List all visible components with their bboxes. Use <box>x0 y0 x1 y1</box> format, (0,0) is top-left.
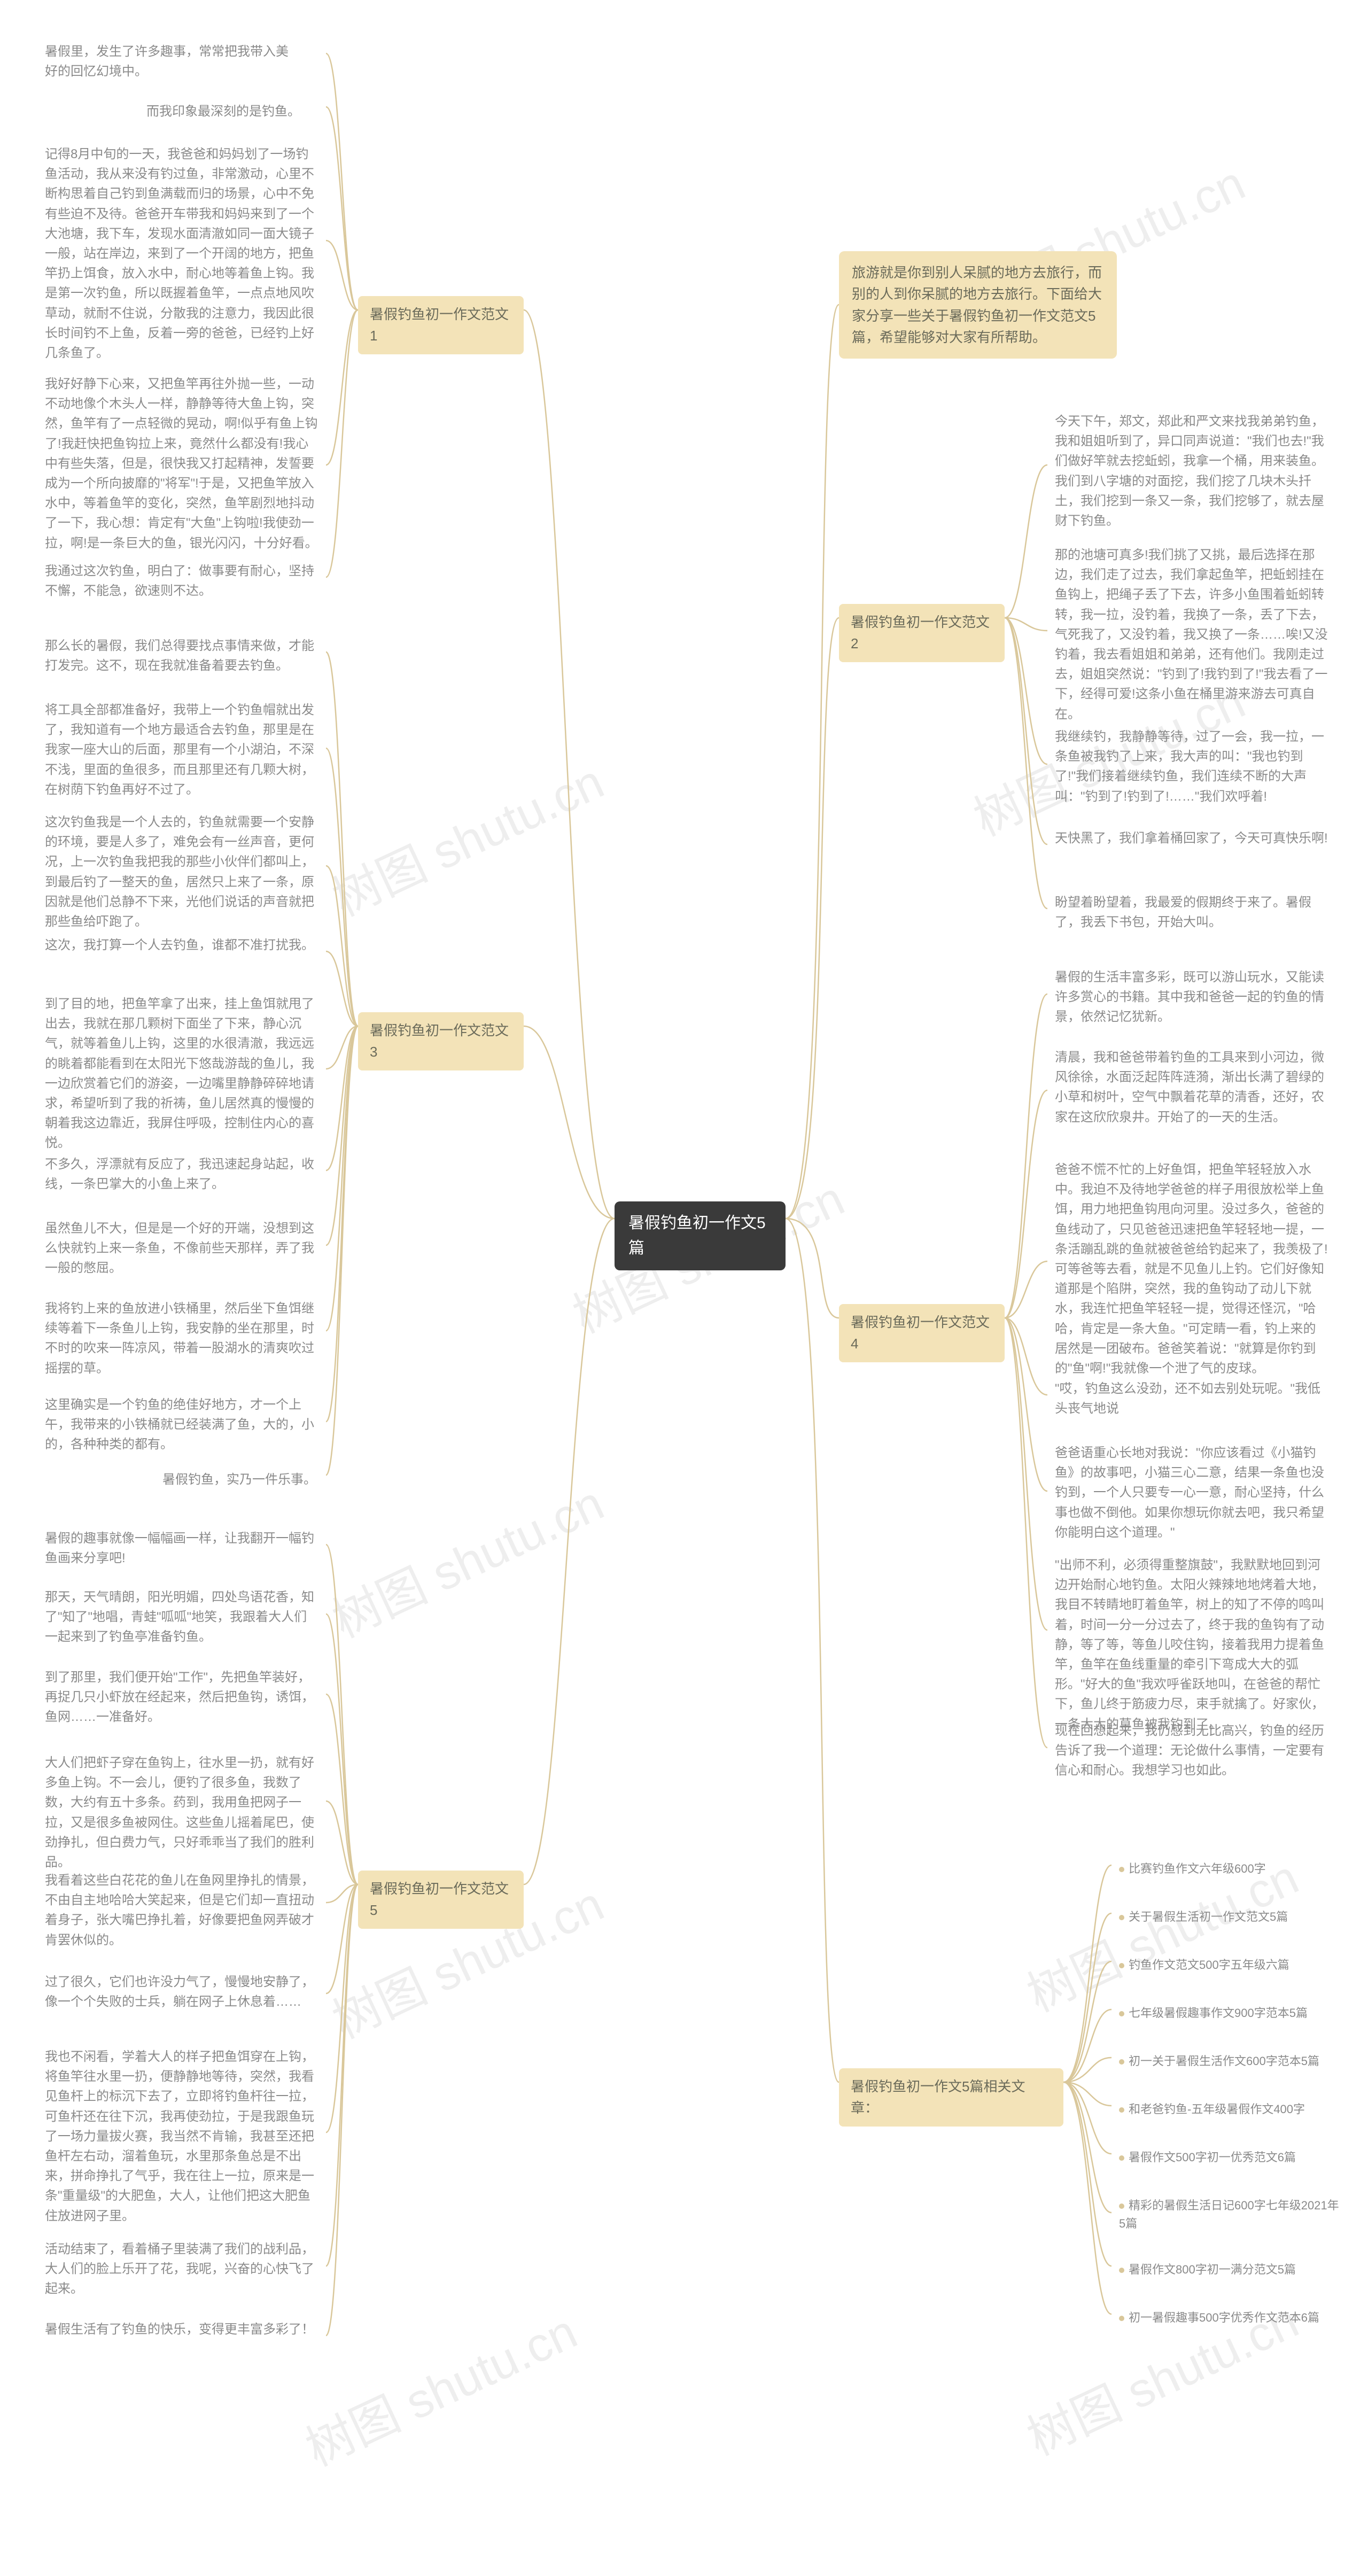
leaf-text: 盼望着盼望着，我最爱的假期终于来了。暑假了，我丢下书包，开始大叫。 <box>1047 887 1336 937</box>
related-link-label: 和老爸钓鱼-五年级暑假作文400字 <box>1129 2102 1305 2116</box>
branch-essay-2[interactable]: 暑假钓鱼初一作文范文2 <box>839 604 1005 662</box>
related-link-label: 精彩的暑假生活日记600字七年级2021年5篇 <box>1119 2199 1339 2230</box>
bullet-icon <box>1119 2268 1124 2273</box>
leaf-text: 大人们把虾子穿在鱼钩上，往水里一扔，就有好多鱼上钩。不一会儿，便钓了很多鱼，我数… <box>37 1748 326 1877</box>
bullet-icon <box>1119 2059 1124 2065</box>
related-link-label: 初一关于暑假生活作文600字范本5篇 <box>1129 2054 1319 2068</box>
bullet-icon <box>1119 2316 1124 2321</box>
leaf-text: 今天下午，郑文，郑此和严文来找我弟弟钓鱼，我和姐姐听到了，异口同声说道："我们也… <box>1047 406 1336 536</box>
leaf-text: 这里确实是一个钓鱼的绝佳好地方，才一个上午，我带来的小铁桶就已经装满了鱼，大的，… <box>37 1390 326 1460</box>
leaf-text: 爸爸语重心长地对我说："你应该看过《小猫钓鱼》的故事吧，小猫三心二意，结果一条鱼… <box>1047 1438 1336 1548</box>
related-link-label: 七年级暑假趣事作文900字范本5篇 <box>1129 2006 1308 2020</box>
related-link[interactable]: 关于暑假生活初一作文范文5篇 <box>1112 1903 1325 1931</box>
branch-essay-3[interactable]: 暑假钓鱼初一作文范文3 <box>358 1012 524 1070</box>
leaf-text: 虽然鱼儿不大，但是是一个好的开端，没想到这么快就钓上来一条鱼，不像前些天那样，弄… <box>37 1213 326 1284</box>
bullet-icon <box>1119 2203 1124 2209</box>
bullet-icon <box>1119 2155 1124 2161</box>
bullet-icon <box>1119 2107 1124 2113</box>
leaf-text: 暑假里，发生了许多趣事，常常把我带入美好的回忆幻境中。 <box>37 36 305 87</box>
branch-essay-1[interactable]: 暑假钓鱼初一作文范文1 <box>358 296 524 354</box>
related-link[interactable]: 钓鱼作文范文500字五年级六篇 <box>1112 1951 1325 1980</box>
bullet-icon <box>1119 1963 1124 1968</box>
related-link-label: 钓鱼作文范文500字五年级六篇 <box>1129 1958 1289 1972</box>
watermark: 树图 shutu.cn <box>320 1465 613 1651</box>
related-link-label: 比赛钓鱼作文六年级600字 <box>1129 1862 1266 1875</box>
bullet-icon <box>1119 2011 1124 2016</box>
bullet-icon <box>1119 1867 1124 1872</box>
intro-node: 旅游就是你到别人呆腻的地方去旅行，而别的人到你呆腻的地方去旅行。下面给大家分享一… <box>839 251 1117 359</box>
related-link[interactable]: 初一暑假趣事500字优秀作文范本6篇 <box>1112 2303 1347 2332</box>
watermark: 树图 shutu.cn <box>320 743 613 929</box>
related-link[interactable]: 暑假作文500字初一优秀范文6篇 <box>1112 2143 1325 2172</box>
branch-essay-5[interactable]: 暑假钓鱼初一作文范文5 <box>358 1871 524 1929</box>
leaf-text: "出师不利，必须得重整旗鼓"，我默默地回到河边开始耐心地钓鱼。太阳火辣辣地地烤着… <box>1047 1550 1336 1740</box>
leaf-text: 我也不闲看，学着大人的样子把鱼饵穿在上钩，将鱼竿往水里一扔，便静静地等待，突然，… <box>37 2042 326 2231</box>
related-link-label: 关于暑假生活初一作文范文5篇 <box>1129 1910 1288 1923</box>
leaf-text: 记得8月中旬的一天，我爸爸和妈妈划了一场钓鱼活动，我从来没有钓过鱼，非常激动，心… <box>37 139 326 368</box>
watermark: 树图 shutu.cn <box>293 2293 586 2479</box>
related-link[interactable]: 精彩的暑假生活日记600字七年级2021年5篇 <box>1112 2191 1352 2238</box>
leaf-text: 活动结束了，看着桶子里装满了我们的战利品，大人们的脸上乐开了花，我呢，兴奋的心快… <box>37 2234 326 2305</box>
branch-related-articles[interactable]: 暑假钓鱼初一作文5篇相关文章： <box>839 2068 1063 2127</box>
leaf-text: 将工具全部都准备好，我带上一个钓鱼帽就出发了，我知道有一个地方最适合去钓鱼，那里… <box>37 695 326 805</box>
leaf-text: 暑假生活有了钓鱼的快乐，变得更丰富多彩了！ <box>37 2314 326 2345</box>
leaf-text: 我继续钓，我静静等待，过了一会，我一拉，一条鱼被我钓了上来，我大声的叫："我也钓… <box>1047 721 1336 812</box>
leaf-text: 那天，天气晴朗，阳光明媚，四处鸟语花香，知了"知了"地唱，青蛙"呱呱"地笑，我跟… <box>37 1582 326 1652</box>
leaf-text: 暑假钓鱼，实乃一件乐事。 <box>155 1464 326 1495</box>
root-node[interactable]: 暑假钓鱼初一作文5篇 <box>615 1201 786 1270</box>
leaf-text: "哎，钓鱼这么没劲，还不如去别处玩呢。"我低头丧气地说 <box>1047 1374 1336 1424</box>
bullet-icon <box>1119 1915 1124 1920</box>
branch-essay-4[interactable]: 暑假钓鱼初一作文范文4 <box>839 1304 1005 1362</box>
mindmap-canvas: 树图 shutu.cn 树图 shutu.cn 树图 shutu.cn 树图 s… <box>0 0 1368 2576</box>
leaf-text: 那么长的暑假，我们总得要找点事情来做，才能打发完。这不，现在我就准备着要去钓鱼。 <box>37 631 326 681</box>
related-link-label: 暑假作文800字初一满分范文5篇 <box>1129 2263 1296 2276</box>
related-link-label: 初一暑假趣事500字优秀作文范本6篇 <box>1129 2311 1319 2324</box>
leaf-text: 到了那里，我们便开始"工作"，先把鱼竿装好，再捉几只小虾放在经起来，然后把鱼钩，… <box>37 1662 326 1733</box>
leaf-text: 天快黑了，我们拿着桶回家了，今天可真快乐啊! <box>1047 823 1336 854</box>
related-link-label: 暑假作文500字初一优秀范文6篇 <box>1129 2151 1296 2164</box>
leaf-text: 我通过这次钓鱼，明白了：做事要有耐心，坚持不懈，不能急，欲速则不达。 <box>37 556 326 606</box>
related-link[interactable]: 比赛钓鱼作文六年级600字 <box>1112 1855 1325 1883</box>
leaf-text: 这次，我打算一个人去钓鱼，谁都不准打扰我。 <box>37 930 326 960</box>
leaf-text: 过了很久，它们也许没力气了，慢慢地安静了，像一个个失败的士兵，躺在网子上休息着…… <box>37 1967 326 2017</box>
leaf-text: 到了目的地，把鱼竿拿了出来，挂上鱼饵就甩了出去，我就在那几颗树下面坐了下来，静心… <box>37 989 326 1159</box>
leaf-text: 我好好静下心来，又把鱼竿再往外抛一些，一动不动地像个木头人一样，静静等待大鱼上钩… <box>37 369 326 558</box>
leaf-text: 暑假的生活丰富多彩，既可以游山玩水，又能读许多赏心的书籍。其中我和爸爸一起的钓鱼… <box>1047 962 1336 1033</box>
leaf-text: 那的池塘可真多!我们挑了又挑，最后选择在那边，我们走了过去，我们拿起鱼竿，把蚯蚓… <box>1047 540 1336 730</box>
leaf-text: 而我印象最深刻的是钓鱼。 <box>139 96 310 127</box>
leaf-text: 我将钓上来的鱼放进小铁桶里，然后坐下鱼饵继续等着下一条鱼儿上钩，我安静的坐在那里… <box>37 1293 326 1384</box>
related-link[interactable]: 和老爸钓鱼-五年级暑假作文400字 <box>1112 2095 1336 2124</box>
leaf-text: 我看着这些白花花的鱼儿在鱼网里挣扎的情景，不由自主地哈哈大笑起来，但是它们却一直… <box>37 1865 326 1956</box>
related-link[interactable]: 暑假作文800字初一满分范文5篇 <box>1112 2255 1325 2284</box>
related-link[interactable]: 七年级暑假趣事作文900字范本5篇 <box>1112 1999 1336 2028</box>
leaf-text: 不多久，浮漂就有反应了，我迅速起身站起，收线，一条巴掌大的小鱼上来了。 <box>37 1149 326 1199</box>
leaf-text: 这次钓鱼我是一个人去的，钓鱼就需要一个安静的环境，要是人多了，难免会有一丝声音，… <box>37 807 326 937</box>
leaf-text: 清晨，我和爸爸带着钓鱼的工具来到小河边，微风徐徐，水面泛起阵阵涟漪，渐出长满了碧… <box>1047 1042 1336 1132</box>
leaf-text: 爸爸不慌不忙的上好鱼饵，把鱼竿轻轻放入水中。我迫不及待地学爸爸的样子用很放松举上… <box>1047 1154 1336 1384</box>
leaf-text: 现在回想起来，我仍感到无比高兴，钓鱼的经历告诉了我一个道理：无论做什么事情，一定… <box>1047 1716 1336 1786</box>
related-link[interactable]: 初一关于暑假生活作文600字范本5篇 <box>1112 2047 1347 2076</box>
leaf-text: 暑假的趣事就像一幅幅画一样，让我翻开一幅钓鱼画来分享吧! <box>37 1523 326 1573</box>
